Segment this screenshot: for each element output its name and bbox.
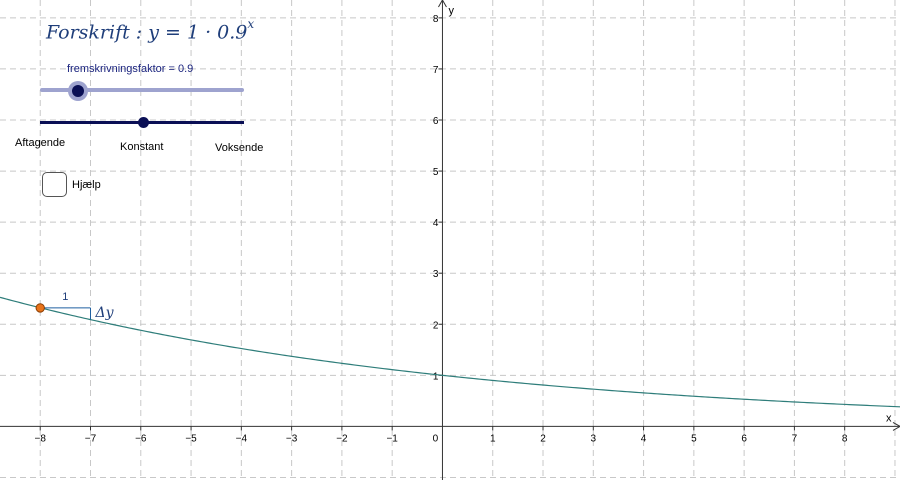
step-label: 1 <box>62 291 68 303</box>
help-checkbox-label: Hjælp <box>72 179 101 191</box>
point-on-curve[interactable] <box>35 303 45 313</box>
x-tick-label: 2 <box>540 433 546 444</box>
y-tick-label: 3 <box>433 269 439 280</box>
growth-factor-slider-knob[interactable] <box>72 85 84 97</box>
label-aftagende: Aftagende <box>15 137 66 149</box>
x-tick-label: 6 <box>741 433 747 444</box>
x-tick-label: 3 <box>591 433 597 444</box>
y-tick-label: 4 <box>433 218 439 229</box>
x-tick-label: −7 <box>85 433 97 444</box>
formula-prefix: Forskrift : y = 1 · 0.9 <box>46 21 248 44</box>
slope-triangle: 1 Δy <box>40 291 115 321</box>
x-axis-name: x <box>886 412 892 424</box>
function-curve[interactable] <box>0 296 900 408</box>
y-tick-label: 7 <box>433 65 439 76</box>
formula-text: Forskrift : y = 1 · 0.9x <box>46 17 255 44</box>
x-tick-label: −6 <box>135 433 147 444</box>
x-tick-label: 4 <box>641 433 647 444</box>
x-tick-label: −4 <box>236 433 248 444</box>
y-axis-arrow <box>438 0 447 8</box>
x-tick-label: 8 <box>842 433 848 444</box>
type-slider-knob[interactable] <box>138 117 149 128</box>
y-tick-label: 6 <box>433 116 439 127</box>
y-axis-name: y <box>448 5 454 17</box>
delta-y-label: Δy <box>95 305 115 321</box>
x-tick-label: 5 <box>691 433 697 444</box>
help-checkbox[interactable] <box>42 172 67 197</box>
y-tick-label: 8 <box>433 14 439 25</box>
slider-label: fremskrivningsfaktor = 0.9 <box>67 63 194 75</box>
formula-exponent: x <box>247 17 255 31</box>
x-tick-label: −3 <box>286 433 298 444</box>
growth-factor-slider-track[interactable] <box>40 88 244 92</box>
x-tick-label: 7 <box>792 433 798 444</box>
tick-labels: −8 −7 −6 −5 −4 −3 −2 −1 0 1 2 3 4 5 6 7 8 1 2 3 4 5 6 7 8 <box>35 14 848 445</box>
y-tick-label: 2 <box>433 320 439 331</box>
x-tick-label: 0 <box>433 433 439 444</box>
x-tick-label: −2 <box>336 433 348 444</box>
label-voksende: Voksende <box>215 142 264 154</box>
x-tick-label: 1 <box>490 433 496 444</box>
y-tick-label: 1 <box>433 371 439 382</box>
x-tick-label: −1 <box>386 433 398 444</box>
x-axis-arrow <box>892 421 900 431</box>
x-tick-label: −5 <box>185 433 197 444</box>
x-tick-label: −8 <box>35 433 47 444</box>
label-konstant: Konstant <box>120 141 164 153</box>
y-tick-label: 5 <box>433 167 439 178</box>
